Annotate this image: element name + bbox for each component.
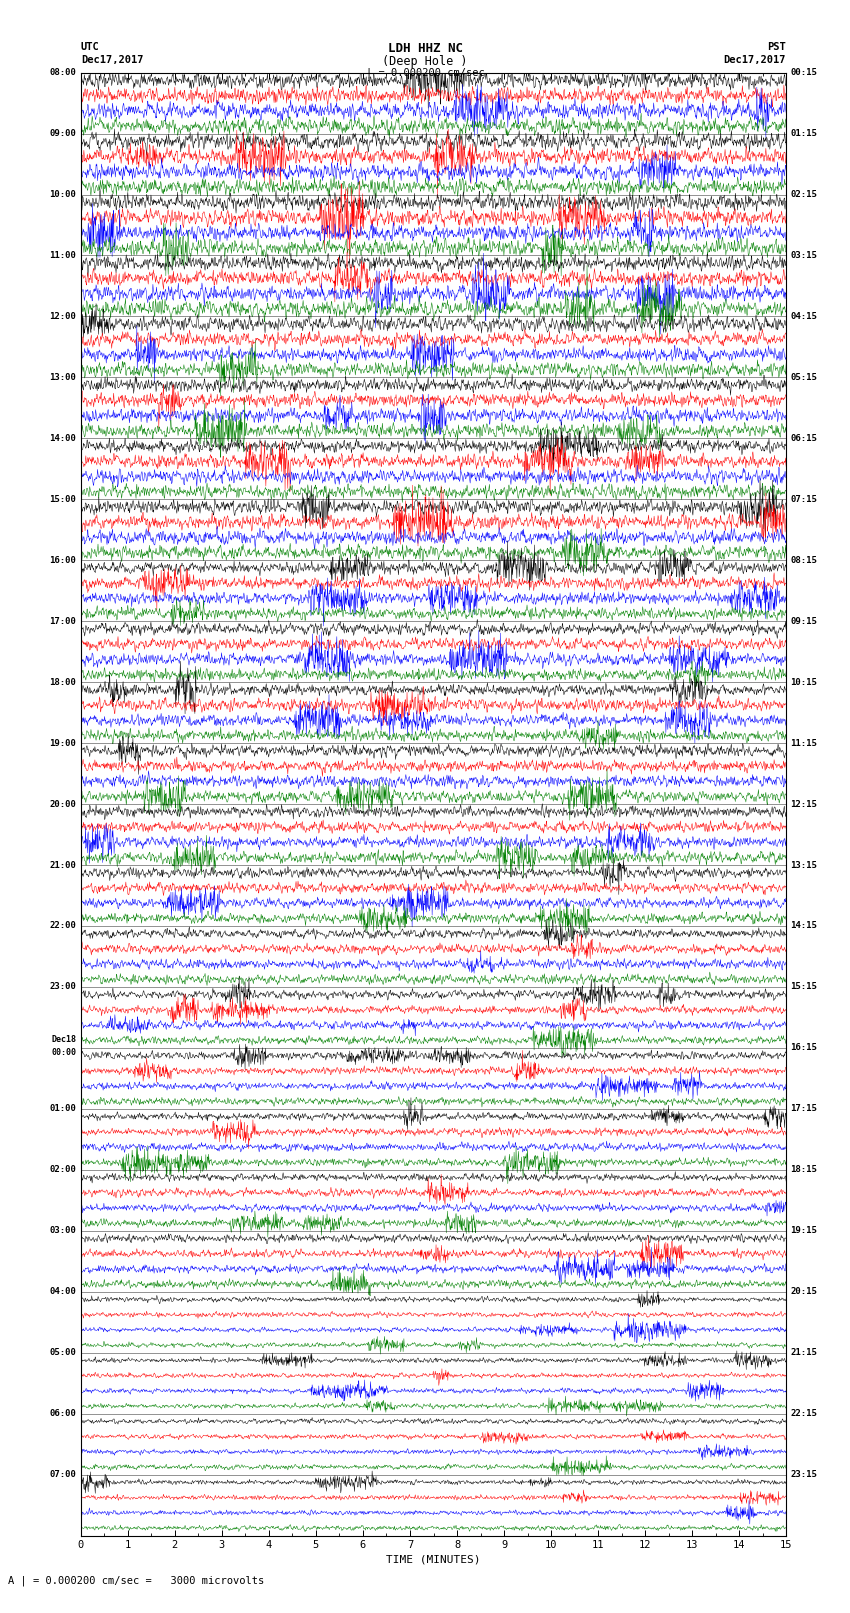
Text: 23:00: 23:00 bbox=[49, 982, 76, 992]
Text: 06:00: 06:00 bbox=[49, 1410, 76, 1418]
Text: 21:15: 21:15 bbox=[790, 1348, 818, 1357]
Text: 15:15: 15:15 bbox=[790, 982, 818, 992]
Text: 16:15: 16:15 bbox=[790, 1044, 818, 1052]
Text: 02:15: 02:15 bbox=[790, 190, 818, 198]
Text: 13:15: 13:15 bbox=[790, 861, 818, 869]
Text: 09:00: 09:00 bbox=[49, 129, 76, 139]
Text: | = 0.000200 cm/sec: | = 0.000200 cm/sec bbox=[366, 68, 484, 77]
Text: (Deep Hole ): (Deep Hole ) bbox=[382, 55, 468, 68]
Text: Dec18: Dec18 bbox=[52, 1036, 76, 1044]
Text: 10:15: 10:15 bbox=[790, 677, 818, 687]
Text: 14:15: 14:15 bbox=[790, 921, 818, 931]
Text: 22:15: 22:15 bbox=[790, 1410, 818, 1418]
Text: 20:15: 20:15 bbox=[790, 1287, 818, 1297]
Text: 04:15: 04:15 bbox=[790, 311, 818, 321]
Text: 11:00: 11:00 bbox=[49, 252, 76, 260]
Text: A | = 0.000200 cm/sec =   3000 microvolts: A | = 0.000200 cm/sec = 3000 microvolts bbox=[8, 1576, 264, 1586]
Text: 00:00: 00:00 bbox=[52, 1048, 76, 1057]
Text: UTC: UTC bbox=[81, 42, 99, 52]
Text: PST: PST bbox=[768, 42, 786, 52]
Text: 06:15: 06:15 bbox=[790, 434, 818, 444]
Text: 22:00: 22:00 bbox=[49, 921, 76, 931]
Text: 01:00: 01:00 bbox=[49, 1105, 76, 1113]
Text: 00:15: 00:15 bbox=[790, 68, 818, 77]
Text: LDH HHZ NC: LDH HHZ NC bbox=[388, 42, 462, 55]
Text: 14:00: 14:00 bbox=[49, 434, 76, 444]
Text: Dec17,2017: Dec17,2017 bbox=[723, 55, 786, 65]
X-axis label: TIME (MINUTES): TIME (MINUTES) bbox=[386, 1555, 481, 1565]
Text: 07:15: 07:15 bbox=[790, 495, 818, 503]
Text: 07:00: 07:00 bbox=[49, 1469, 76, 1479]
Text: 11:15: 11:15 bbox=[790, 739, 818, 747]
Text: 19:00: 19:00 bbox=[49, 739, 76, 747]
Text: 21:00: 21:00 bbox=[49, 861, 76, 869]
Text: Dec17,2017: Dec17,2017 bbox=[81, 55, 144, 65]
Text: 08:00: 08:00 bbox=[49, 68, 76, 77]
Text: 12:00: 12:00 bbox=[49, 311, 76, 321]
Text: 09:15: 09:15 bbox=[790, 616, 818, 626]
Text: 19:15: 19:15 bbox=[790, 1226, 818, 1236]
Text: 03:00: 03:00 bbox=[49, 1226, 76, 1236]
Text: 18:00: 18:00 bbox=[49, 677, 76, 687]
Text: 05:15: 05:15 bbox=[790, 373, 818, 382]
Text: 17:15: 17:15 bbox=[790, 1105, 818, 1113]
Text: 15:00: 15:00 bbox=[49, 495, 76, 503]
Text: 02:00: 02:00 bbox=[49, 1165, 76, 1174]
Text: 10:00: 10:00 bbox=[49, 190, 76, 198]
Text: 23:15: 23:15 bbox=[790, 1469, 818, 1479]
Text: 17:00: 17:00 bbox=[49, 616, 76, 626]
Text: 13:00: 13:00 bbox=[49, 373, 76, 382]
Text: 04:00: 04:00 bbox=[49, 1287, 76, 1297]
Text: 05:00: 05:00 bbox=[49, 1348, 76, 1357]
Text: 12:15: 12:15 bbox=[790, 800, 818, 808]
Text: 03:15: 03:15 bbox=[790, 252, 818, 260]
Text: 20:00: 20:00 bbox=[49, 800, 76, 808]
Text: 01:15: 01:15 bbox=[790, 129, 818, 139]
Text: 16:00: 16:00 bbox=[49, 556, 76, 565]
Text: 18:15: 18:15 bbox=[790, 1165, 818, 1174]
Text: 08:15: 08:15 bbox=[790, 556, 818, 565]
